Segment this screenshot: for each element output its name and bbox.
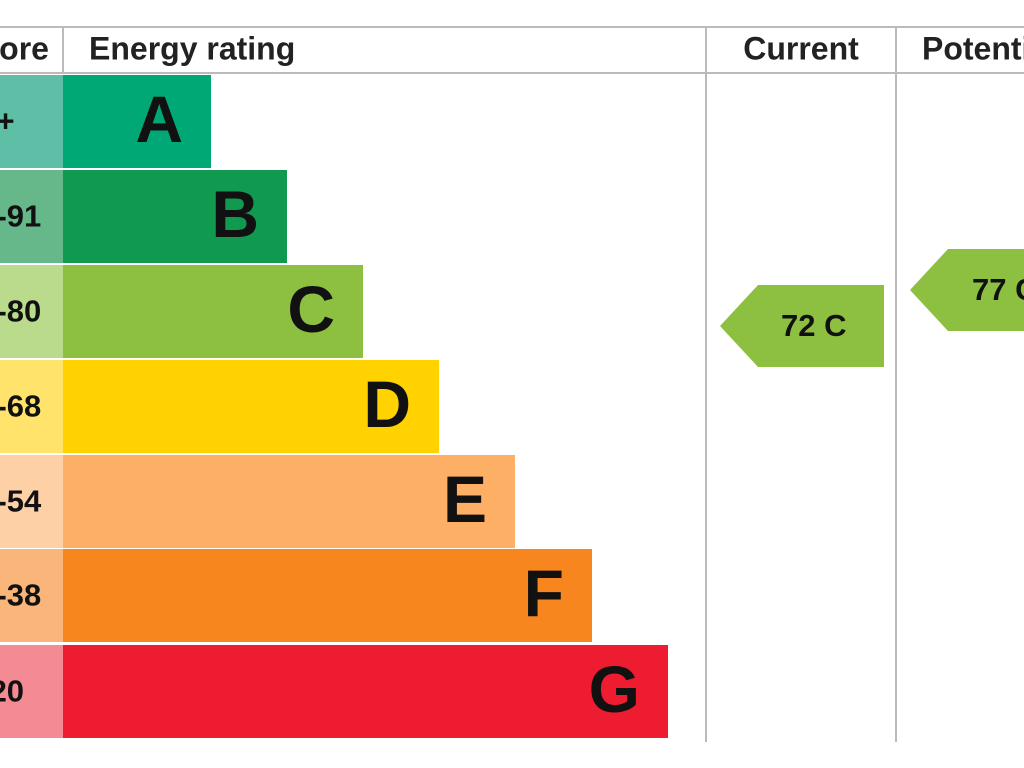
rating-bar (63, 549, 592, 642)
current-arrow (720, 285, 884, 367)
rating-bar (63, 75, 211, 168)
current-label: 72 C (781, 308, 846, 343)
score-label: 92+ (0, 104, 15, 139)
header-potential: Potential (922, 30, 1024, 66)
rating-letter: G (589, 652, 640, 726)
rating-letter: D (363, 367, 411, 441)
rating-letter: A (135, 82, 183, 156)
score-cell (0, 455, 63, 548)
rating-letter: F (524, 556, 564, 630)
rating-bar (63, 645, 668, 738)
rating-bar (63, 170, 287, 263)
header-energy-rating: Energy rating (89, 30, 295, 66)
score-label: 55-68 (0, 389, 41, 424)
score-cell (0, 360, 63, 453)
rating-letter: B (211, 177, 259, 251)
header-current: Current (743, 30, 859, 66)
score-cell (0, 75, 63, 168)
score-label: 81-91 (0, 199, 41, 234)
score-label: 21-38 (0, 578, 41, 613)
rating-bar (63, 265, 363, 358)
rating-bar (63, 360, 439, 453)
rating-bar (63, 455, 515, 548)
score-cell (0, 265, 63, 358)
score-cell (0, 549, 63, 642)
score-cell (0, 645, 63, 738)
score-label: 1-20 (0, 674, 24, 709)
potential-arrow (910, 249, 1024, 331)
rating-letter: C (287, 272, 335, 346)
score-cell (0, 170, 63, 263)
potential-label: 77 C (972, 272, 1024, 307)
rating-letter: E (443, 462, 487, 536)
score-label: 39-54 (0, 484, 42, 519)
header-score: Score (0, 30, 49, 66)
score-label: 69-80 (0, 294, 41, 329)
